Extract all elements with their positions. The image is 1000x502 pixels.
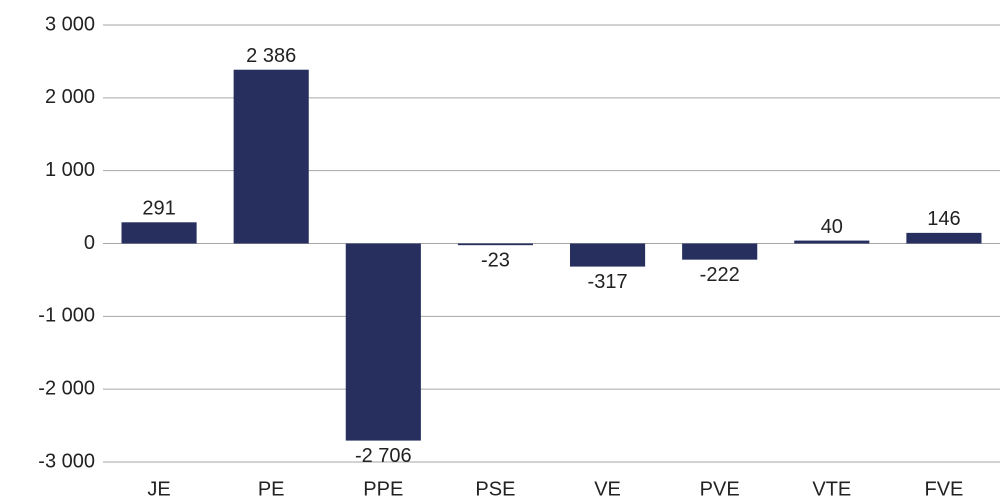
x-tick-label: PPE	[363, 478, 403, 500]
data-label: -2 706	[355, 445, 412, 467]
y-tick-label: -2 000	[38, 377, 95, 399]
bar	[233, 69, 309, 244]
data-label: -222	[700, 264, 740, 286]
bar	[794, 240, 870, 244]
y-tick-label: 1 000	[45, 159, 95, 181]
bar	[682, 243, 758, 260]
x-tick-label: VTE	[812, 478, 851, 500]
bar	[121, 222, 197, 244]
data-label: 2 386	[246, 45, 296, 67]
data-label: 291	[142, 198, 175, 220]
data-label: -317	[588, 271, 628, 293]
data-label: -23	[481, 249, 510, 271]
x-tick-label: VE	[594, 478, 621, 500]
bar	[345, 243, 421, 441]
x-tick-label: PE	[258, 478, 285, 500]
bar	[457, 243, 533, 246]
x-tick-label: FVE	[924, 478, 963, 500]
data-label: 146	[927, 208, 960, 230]
y-tick-label: 0	[84, 232, 95, 254]
y-tick-label: -1 000	[38, 305, 95, 327]
x-tick-label: PVE	[700, 478, 740, 500]
data-label: 40	[821, 216, 843, 238]
y-tick-label: 2 000	[45, 86, 95, 108]
bar	[906, 232, 982, 244]
x-tick-label: PSE	[475, 478, 515, 500]
y-tick-label: -3 000	[38, 450, 95, 472]
y-tick-label: 3 000	[45, 13, 95, 35]
bar	[570, 243, 646, 267]
x-tick-label: JE	[147, 478, 170, 500]
